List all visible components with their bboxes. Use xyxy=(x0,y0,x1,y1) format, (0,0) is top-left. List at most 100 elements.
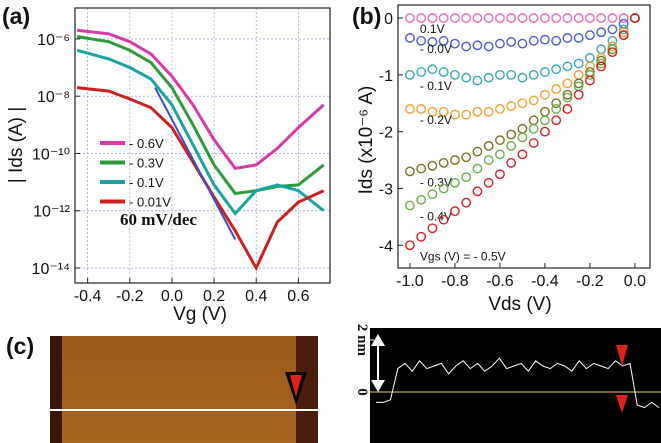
data-point xyxy=(562,61,573,72)
data-point xyxy=(405,33,415,43)
data-point xyxy=(596,55,607,66)
data-point xyxy=(528,95,539,106)
fit-line xyxy=(154,87,237,240)
arrow-head xyxy=(371,380,385,392)
data-point xyxy=(450,13,460,23)
data-point xyxy=(562,104,573,114)
data-point xyxy=(427,160,438,171)
data-point xyxy=(461,152,472,163)
series-label: - 0.0V xyxy=(420,42,452,56)
data-point xyxy=(573,33,584,43)
x-tick-label: 0.6 xyxy=(287,288,309,305)
x-axis-label: Vg (V) xyxy=(173,304,227,325)
x-tick-label: -0.4 xyxy=(531,273,559,290)
data-point xyxy=(540,106,550,117)
data-point xyxy=(562,33,573,43)
data-point xyxy=(607,13,618,23)
data-point xyxy=(427,64,438,75)
data-point xyxy=(573,78,584,89)
data-point xyxy=(573,58,584,69)
data-point xyxy=(472,40,483,51)
arrow-head xyxy=(371,334,385,346)
data-point xyxy=(472,106,483,117)
data-point xyxy=(517,98,528,109)
data-point xyxy=(450,155,460,165)
data-point xyxy=(573,13,584,23)
data-point xyxy=(506,37,517,47)
data-point xyxy=(416,67,427,77)
data-point xyxy=(506,129,517,140)
data-point xyxy=(517,72,528,83)
profile-markers xyxy=(371,334,628,413)
data-point xyxy=(618,27,629,38)
data-point xyxy=(483,41,494,52)
data-point xyxy=(495,135,505,146)
data-point xyxy=(438,106,449,117)
data-point xyxy=(585,69,595,80)
x-tick-label: -1.0 xyxy=(396,273,424,290)
data-point xyxy=(405,13,415,23)
data-point xyxy=(551,84,562,94)
data-point xyxy=(438,158,449,168)
data-point xyxy=(506,158,517,168)
y-tick-label: -3 xyxy=(379,181,393,198)
data-point xyxy=(405,240,415,251)
data-point xyxy=(517,149,528,160)
x-tick-label: -0.6 xyxy=(486,273,514,290)
data-point xyxy=(517,38,528,49)
data-point xyxy=(562,13,573,23)
data-point xyxy=(540,34,550,45)
data-point xyxy=(506,140,517,151)
y-tick-label: 10⁻¹⁰ xyxy=(32,146,70,163)
data-point xyxy=(405,104,415,114)
data-point xyxy=(483,177,494,188)
data-point xyxy=(551,35,562,46)
data-point xyxy=(596,13,607,23)
x-tick-label: 0.0 xyxy=(161,288,183,305)
y-tick-label: 0 xyxy=(354,388,370,396)
y-axis-label: Ids (x10⁻⁶ A) xyxy=(356,86,377,195)
data-point xyxy=(585,75,595,86)
data-point xyxy=(438,67,449,77)
y-tick-label: 0 xyxy=(384,11,393,28)
data-point xyxy=(438,183,449,194)
profile-line xyxy=(376,357,660,409)
data-point xyxy=(427,223,438,234)
data-point xyxy=(495,69,505,80)
legend-label: - 0.3V xyxy=(129,156,164,171)
data-point xyxy=(495,38,505,49)
data-point xyxy=(405,69,415,80)
series-label: 0.1V xyxy=(420,22,445,36)
data-point xyxy=(517,13,528,23)
y-axis-label: | Ids (A) | xyxy=(6,107,27,183)
data-point xyxy=(483,140,494,151)
data-point xyxy=(528,138,539,148)
data-point xyxy=(483,13,494,23)
data-point xyxy=(483,155,494,165)
data-line xyxy=(76,28,325,171)
data-point xyxy=(461,41,472,52)
x-tick-label: 0.0 xyxy=(624,273,646,290)
data-point xyxy=(517,132,528,143)
data-point xyxy=(562,78,573,89)
y-tick-label: 10⁻⁶ xyxy=(37,32,70,49)
marker-triangle xyxy=(616,395,628,413)
data-point xyxy=(607,47,618,58)
x-tick-label: 0.4 xyxy=(245,288,267,305)
data-point xyxy=(585,30,595,41)
data-point xyxy=(528,35,539,46)
series-label: - 0.1V xyxy=(420,79,452,93)
data-point xyxy=(551,13,562,23)
data-point xyxy=(427,13,438,23)
afm-image xyxy=(50,336,318,443)
data-point xyxy=(472,163,483,174)
data-point xyxy=(495,13,505,23)
data-point xyxy=(416,35,427,46)
data-point xyxy=(438,214,449,225)
data-point xyxy=(585,13,595,23)
y-tick-label: -4 xyxy=(379,238,393,255)
data-point xyxy=(427,106,438,117)
y-tick-label: 10⁻¹² xyxy=(33,204,71,221)
data-point xyxy=(540,67,550,77)
data-point xyxy=(427,189,438,200)
